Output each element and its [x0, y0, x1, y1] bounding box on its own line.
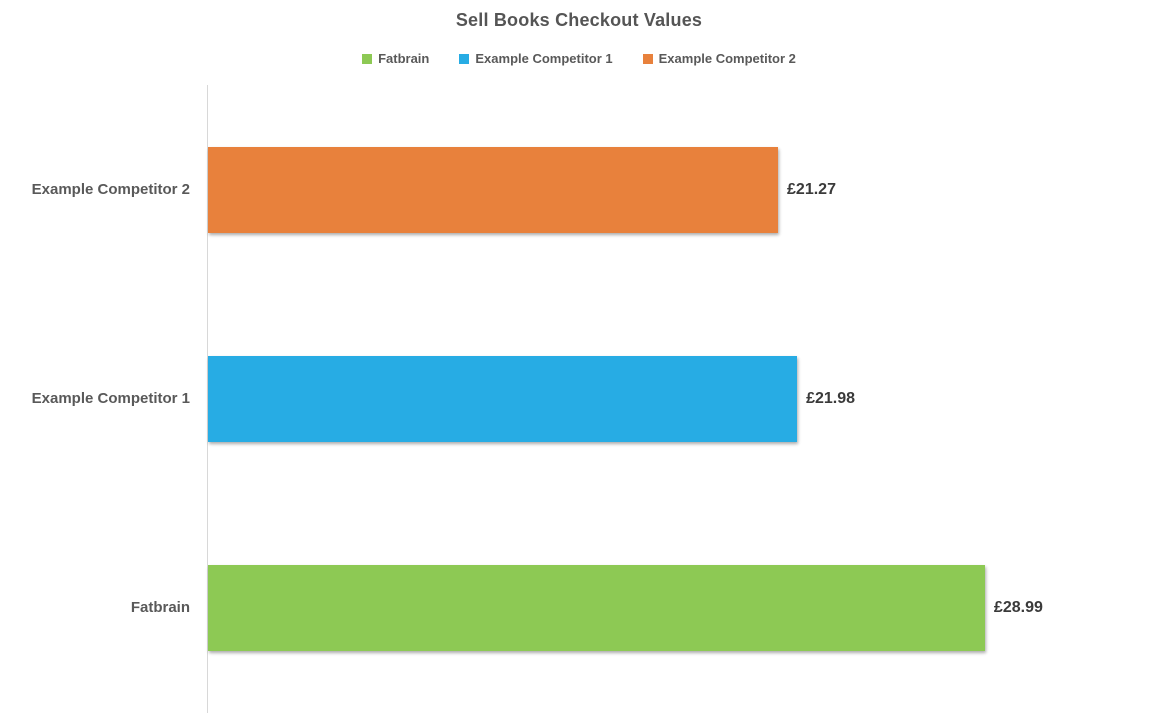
chart-row-fatbrain: Fatbrain £28.99: [0, 504, 1158, 713]
value-label: £21.98: [806, 389, 855, 407]
legend-item-fatbrain[interactable]: Fatbrain: [362, 51, 429, 66]
value-label: £28.99: [993, 599, 1043, 617]
legend: Fatbrain Example Competitor 1 Example Comp…: [0, 51, 1158, 66]
chart-row-example-competitor-2: Example Competitor 2 £21.27: [0, 85, 1158, 294]
category-label: Example Competitor 1: [31, 389, 190, 407]
bar-example-competitor-2[interactable]: [208, 146, 779, 233]
legend-marker-icon: [459, 53, 470, 64]
legend-label: Example Competitor 2: [658, 51, 796, 66]
bar-example-competitor-1[interactable]: [208, 355, 798, 442]
y-axis-line: [207, 85, 208, 713]
plot-area: Example Competitor 2 £21.27 Example Compet…: [0, 85, 1158, 713]
value-label: £21.27: [787, 180, 836, 198]
category-label: Fatbrain: [130, 599, 190, 617]
legend-marker-icon: [642, 53, 653, 64]
chart-title: Sell Books Checkout Values: [455, 10, 703, 30]
legend-label: Example Competitor 1: [475, 51, 613, 66]
category-label: Example Competitor 2: [31, 180, 190, 198]
legend-label: Fatbrain: [378, 51, 430, 66]
legend-item-example-competitor-1[interactable]: Example Competitor 1: [459, 51, 613, 66]
chart-row-example-competitor-1: Example Competitor 1 £21.98: [0, 294, 1158, 503]
legend-item-example-competitor-2[interactable]: Example Competitor 2: [642, 51, 796, 66]
legend-marker-icon: [362, 53, 373, 64]
bar-fatbrain[interactable]: [208, 565, 985, 652]
